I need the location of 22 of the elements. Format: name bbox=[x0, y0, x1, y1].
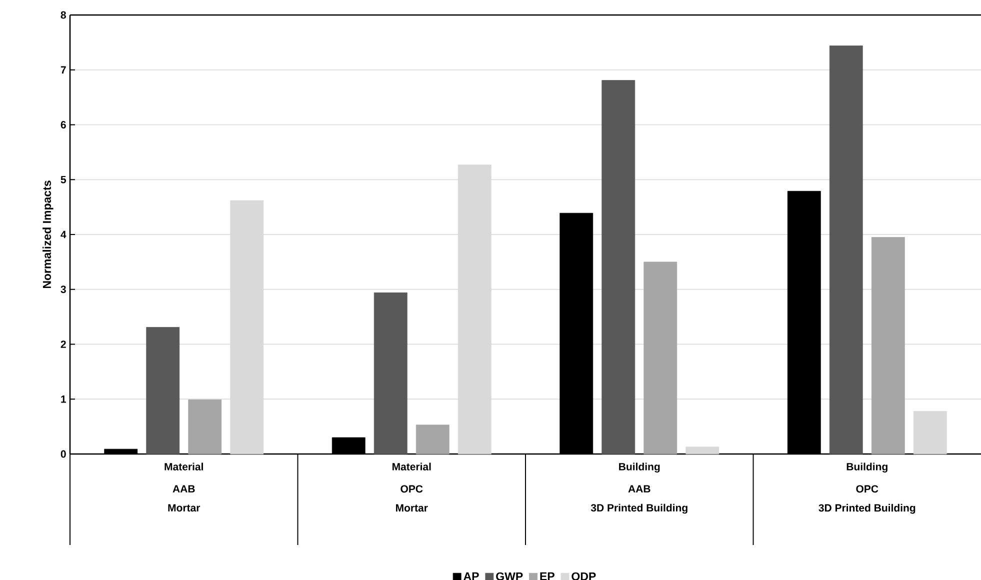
legend-label: AP bbox=[464, 572, 479, 580]
x-tick-label: AAB 3D Printed Building bbox=[590, 485, 688, 514]
y-tick-label: 2 bbox=[60, 340, 66, 348]
y-tick-label: 1 bbox=[61, 396, 66, 403]
y-tick-label: 3 bbox=[60, 286, 66, 294]
x-tick-label: OPC Mortar bbox=[396, 485, 428, 512]
legend-label: EP bbox=[540, 572, 554, 580]
y-axis-title: Normalized Impacts bbox=[42, 180, 54, 288]
y-tick-label: 7 bbox=[60, 66, 66, 74]
legend-label: ODP bbox=[572, 572, 596, 580]
y-tick-label: 5 bbox=[60, 176, 66, 184]
y-tick-label: 6 bbox=[60, 121, 66, 128]
legend-label: GWP bbox=[496, 572, 523, 580]
text: Building bbox=[846, 462, 888, 473]
text: Material bbox=[392, 462, 431, 470]
text: Material bbox=[164, 462, 203, 470]
x-tick-label: OPC 3D Printed Building bbox=[818, 485, 916, 514]
text: Building bbox=[619, 462, 660, 473]
y-tick-label: 0 bbox=[60, 450, 66, 458]
y-tick-label: 8 bbox=[60, 11, 66, 19]
x-tick-label: AAB Mortar bbox=[168, 485, 200, 512]
y-tick-label: 4 bbox=[60, 230, 66, 238]
